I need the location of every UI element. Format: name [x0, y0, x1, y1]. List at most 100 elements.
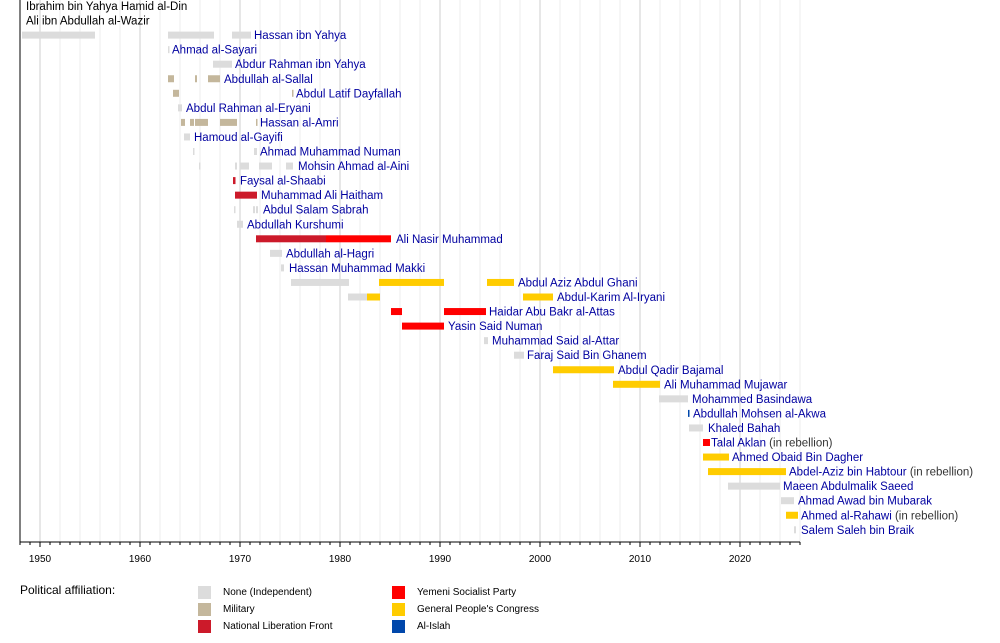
- legend-swatch: [198, 603, 211, 616]
- leader-name[interactable]: Khaled Bahah: [708, 423, 780, 435]
- row-label: Faraj Said Bin Ghanem: [527, 350, 647, 362]
- row-label: Abdul Qadir Bajamal: [618, 365, 723, 377]
- leader-name[interactable]: Abdul Rahman al-Eryani: [186, 103, 311, 115]
- leader-name[interactable]: Ali Muhammad Mujawar: [664, 379, 788, 391]
- row-label: Khaled Bahah: [708, 423, 780, 435]
- leader-name[interactable]: Hassan al-Amri: [260, 117, 339, 129]
- legend-title: Political affiliation:: [20, 583, 116, 597]
- leader-name[interactable]: Muhammad Said al-Attar: [492, 336, 619, 348]
- leader-name[interactable]: Abdul Aziz Abdul Ghani: [518, 277, 638, 289]
- leader-name[interactable]: Ahmed Obaid Bin Dagher: [732, 452, 863, 464]
- leader-name[interactable]: Talal Aklan: [711, 438, 766, 450]
- bar-none: [659, 395, 688, 403]
- row-label: Abdel-Aziz bin Habtour (in rebellion): [789, 467, 973, 479]
- leader-name[interactable]: Abdullah al-Sallal: [224, 74, 313, 86]
- legend-swatch: [198, 586, 211, 599]
- leader-name[interactable]: Hamoud al-Gayifi: [194, 132, 283, 144]
- row-label: Salem Saleh bin Braik: [801, 525, 914, 537]
- legend-label: National Liberation Front: [223, 621, 333, 632]
- leader-name[interactable]: Abdul-Karim Al-Iryani: [557, 292, 665, 304]
- bar-ysp: [326, 235, 391, 243]
- bar-none: [240, 162, 249, 170]
- bar-none: [234, 206, 236, 214]
- leader-name[interactable]: Faraj Said Bin Ghanem: [527, 350, 647, 362]
- leader-name[interactable]: Faysal al-Shaabi: [240, 176, 326, 188]
- leader-name[interactable]: Ahmed al-Rahawi: [801, 510, 892, 522]
- leader-name[interactable]: Haidar Abu Bakr al-Attas: [489, 307, 615, 319]
- bar-gpc: [708, 468, 786, 476]
- x-axis: 1950 1960 1970 1980 1990 2000 2010 2020: [19, 0, 801, 565]
- bar-military: [181, 118, 185, 126]
- bar-islah: [688, 409, 690, 417]
- row-label: Hassan ibn Yahya: [254, 30, 347, 42]
- bar-military: [220, 118, 237, 126]
- legend-swatch: [198, 620, 211, 633]
- bar-none: [168, 31, 214, 39]
- leader-name[interactable]: Mohsin Ahmad al-Aini: [298, 161, 409, 173]
- x-tick-label: 1980: [329, 554, 352, 565]
- leader-name[interactable]: Abdullah Mohsen al-Akwa: [693, 408, 827, 420]
- bar-ysp: [402, 322, 444, 330]
- bar-military: [292, 89, 294, 97]
- bar-ysp: [703, 439, 710, 446]
- leader-name[interactable]: Ahmad Muhammad Numan: [260, 147, 401, 159]
- row-label: Ali Nasir Muhammad: [396, 234, 503, 246]
- bar-none: [484, 337, 488, 345]
- bar-gpc: [379, 278, 444, 286]
- bar-none: [270, 249, 282, 257]
- bar-none: [348, 293, 367, 301]
- leader-name: Ali ibn Abdullah al-Wazir: [26, 16, 150, 28]
- bar-gpc: [487, 278, 514, 286]
- bar-none: [184, 133, 190, 141]
- leader-name[interactable]: Mohammed Basindawa: [692, 394, 813, 406]
- leader-name[interactable]: Hassan ibn Yahya: [254, 30, 347, 42]
- bar-ysp: [444, 308, 486, 316]
- bar-none: [259, 162, 272, 170]
- leader-name[interactable]: Ahmad Awad bin Mubarak: [798, 496, 932, 508]
- row-label: Faysal al-Shaabi: [240, 176, 326, 188]
- leader-name[interactable]: Abdel-Aziz bin Habtour: [789, 467, 907, 479]
- bar-military: [168, 75, 174, 83]
- bar-military: [195, 75, 197, 83]
- bar-military: [195, 118, 208, 126]
- leader-name[interactable]: Yasin Said Numan: [448, 321, 542, 333]
- bar-gpc: [786, 511, 798, 519]
- leader-name[interactable]: Salem Saleh bin Braik: [801, 525, 914, 537]
- row-label: Ali Muhammad Mujawar: [664, 379, 788, 391]
- bar-nlf: [233, 177, 236, 185]
- bar-ysp: [391, 308, 402, 316]
- row-label: Ahmad Muhammad Numan: [260, 147, 401, 159]
- bar-none: [193, 148, 195, 155]
- row-label: Maeen Abdulmalik Saeed: [783, 481, 913, 493]
- leader-name[interactable]: Abdullah al-Hagri: [286, 248, 374, 260]
- bar-gpc: [553, 366, 614, 374]
- bar-none: [199, 162, 201, 170]
- bar-nlf: [256, 235, 326, 243]
- row-label: Abdullah al-Hagri: [286, 248, 374, 260]
- legend-label: Yemeni Socialist Party: [417, 587, 517, 598]
- bar-none: [781, 497, 794, 505]
- leader-name[interactable]: Ahmad al-Sayari: [172, 45, 257, 57]
- bar-gpc: [523, 293, 553, 301]
- bar-none: [689, 424, 703, 432]
- x-tick-label: 2010: [629, 554, 652, 565]
- bar-military: [173, 89, 179, 97]
- bar-none: [178, 104, 182, 112]
- bar-military: [190, 118, 194, 126]
- row-label: Ahmad al-Sayari: [172, 45, 257, 57]
- leader-name[interactable]: Hassan Muhammad Makki: [289, 263, 425, 275]
- bar-gpc: [613, 380, 660, 388]
- leader-name[interactable]: Muhammad Ali Haitham: [261, 190, 383, 202]
- leader-name[interactable]: Abdul Salam Sabrah: [263, 205, 368, 217]
- leader-name[interactable]: Abdul Latif Dayfallah: [296, 88, 401, 100]
- row-label: Muhammad Ali Haitham: [261, 190, 383, 202]
- leader-name[interactable]: Abdul Qadir Bajamal: [618, 365, 723, 377]
- leader-name[interactable]: Ali Nasir Muhammad: [396, 234, 503, 246]
- legend-swatch: [392, 603, 405, 616]
- leader-name[interactable]: Abdullah Kurshumi: [247, 219, 344, 231]
- leader-name[interactable]: Abdur Rahman ibn Yahya: [235, 59, 366, 71]
- status-note: (in rebellion): [892, 510, 959, 522]
- row-label: Ali ibn Abdullah al-Wazir: [26, 16, 150, 28]
- row-label: Abdur Rahman ibn Yahya: [235, 59, 366, 71]
- leader-name[interactable]: Maeen Abdulmalik Saeed: [783, 481, 913, 493]
